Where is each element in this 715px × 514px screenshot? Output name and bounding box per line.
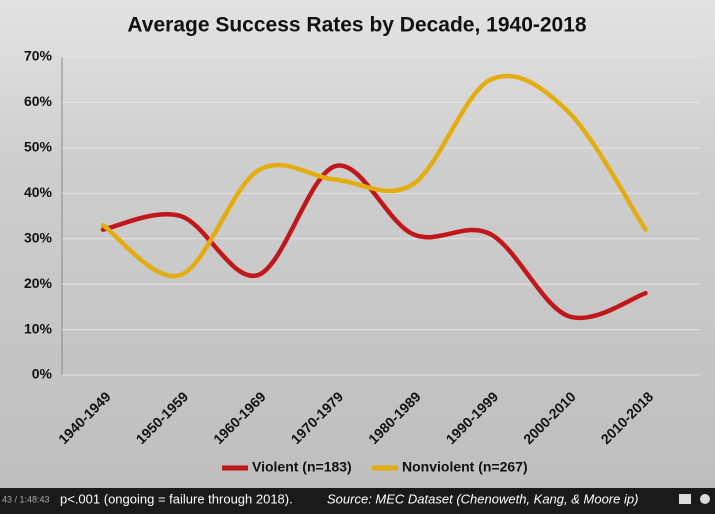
y-tick-label: 0% — [32, 366, 53, 382]
y-tick-label: 10% — [24, 320, 53, 336]
y-tick-label: 60% — [24, 93, 53, 109]
caption-source: Source: MEC Dataset (Chenoweth, Kang, & … — [327, 491, 638, 506]
y-tick-label: 50% — [24, 139, 53, 155]
series-line — [100, 73, 648, 279]
background-photo — [0, 0, 715, 490]
legend-label: Violent (n=183) — [252, 459, 352, 475]
player-bar — [0, 488, 715, 514]
settings-button[interactable] — [700, 494, 710, 504]
y-tick-label: 30% — [24, 229, 53, 245]
series-line — [100, 163, 648, 321]
photo-overlay — [0, 0, 715, 490]
y-tick-label: 40% — [24, 184, 53, 200]
y-tick-label: 20% — [24, 275, 53, 291]
player-time: 43 / 1:48:43 — [2, 494, 50, 504]
caption-note: p<.001 (ongoing = failure through 2018). — [60, 491, 293, 506]
chart-title: Average Success Rates by Decade, 1940-20… — [127, 14, 587, 37]
legend-label: Nonviolent (n=267) — [402, 459, 528, 475]
cc-button[interactable] — [679, 494, 691, 504]
y-tick-label: 70% — [24, 48, 53, 64]
